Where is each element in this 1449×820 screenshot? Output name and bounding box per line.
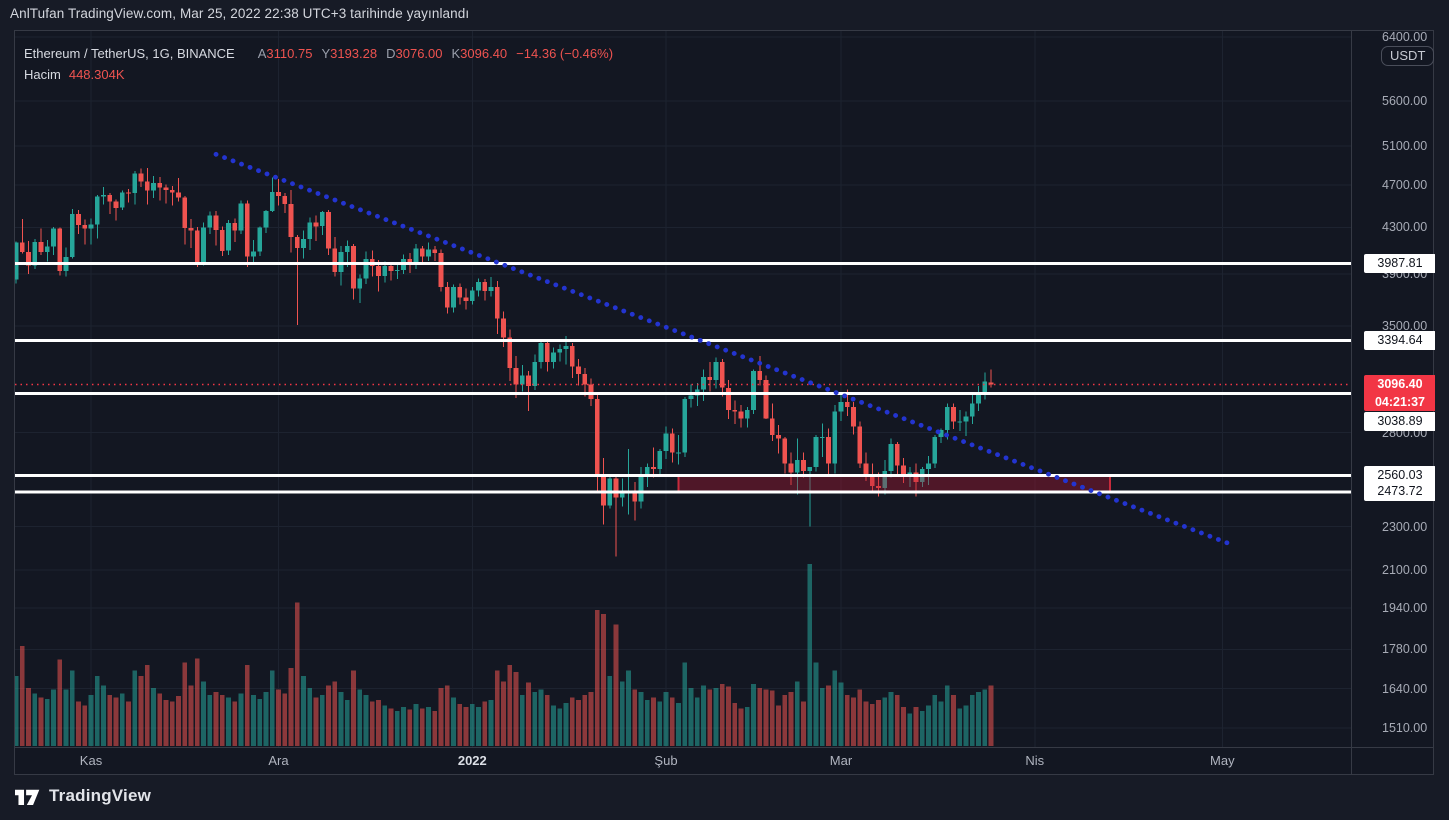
candlestick-chart[interactable] [15, 31, 1351, 747]
currency-badge[interactable]: USDT [1381, 46, 1435, 66]
bar-countdown: 04:21:37 [1374, 394, 1426, 409]
volume-value: 448.304K [68, 67, 125, 82]
publish-banner: AnlTufan TradingView.com, Mar 25, 2022 2… [10, 6, 469, 21]
time-tick-label: Kas [79, 753, 103, 768]
tradingview-brand[interactable]: TradingView [49, 786, 152, 805]
price-tick-label: 3500.00 [1382, 318, 1428, 333]
chart-widget: Ethereum / TetherUS, 1G, BINANCE A3110.75… [14, 30, 1435, 775]
current-price-value: 3096.40 [1377, 376, 1423, 391]
time-tick-label: Şub [654, 753, 678, 768]
price-tick-label: 1640.00 [1382, 681, 1428, 696]
price-line-badge: 2473.72 [1364, 482, 1435, 502]
volume-label: Hacim [24, 67, 61, 82]
time-axis[interactable]: Kas Ara 2022 Şub Mar Nis May [15, 748, 1351, 775]
price-axis-border [1351, 31, 1352, 774]
price-tick-label: 5600.00 [1382, 94, 1428, 108]
time-tick-label: Nis [1025, 753, 1045, 768]
price-line-badge: 3394.64 [1364, 331, 1435, 350]
ohlc-letter: A [257, 46, 267, 61]
time-tick-label: Ara [268, 753, 289, 768]
price-line-badge: 2560.03 [1364, 466, 1435, 485]
price-line-badge: 3038.89 [1364, 412, 1435, 432]
ohlc-values: A3110.75 Y3193.28 D3076.00 K3096.40 [249, 46, 507, 61]
price-tick-label: 4300.00 [1382, 220, 1428, 235]
time-tick-label: 2022 [457, 753, 487, 768]
price-line-badge: 3987.81 [1364, 253, 1435, 273]
ohlc-letter: D [386, 46, 396, 61]
symbol-title[interactable]: Ethereum / TetherUS, 1G, BINANCE [24, 46, 235, 61]
price-tick-label: 2300.00 [1382, 519, 1428, 534]
price-tick-label: 6400.00 [1382, 31, 1428, 45]
time-tick-label: May [1210, 753, 1235, 768]
change-value: −14.36 (−0.46%) [516, 46, 614, 61]
tradingview-logo-icon[interactable] [15, 786, 40, 806]
price-tick-label: 2100.00 [1382, 563, 1428, 578]
price-tick-label: 1510.00 [1382, 721, 1428, 735]
ohlc-number: 3193.28 [330, 46, 378, 61]
publish-banner-text: AnlTufan TradingView.com, Mar 25, 2022 2… [10, 6, 470, 21]
price-tick-label: 5100.00 [1382, 138, 1428, 153]
price-tick-label: 1780.00 [1382, 642, 1428, 657]
ohlc-number: 3110.75 [266, 46, 313, 61]
current-price-badge: 3096.40 04:21:37 [1364, 374, 1435, 411]
ohlc-number: 3096.40 [460, 46, 508, 61]
price-tick-label: 4700.00 [1382, 177, 1428, 192]
ohlc-letter: Y [321, 46, 331, 61]
chart-legend: Ethereum / TetherUS, 1G, BINANCE A3110.75… [24, 44, 613, 84]
ohlc-letter: K [451, 46, 461, 61]
price-axis[interactable]: USDT 6400.00 5600.00 5100.00 4700.00 4300.00… [1352, 31, 1435, 747]
price-tick-label: 1940.00 [1382, 601, 1428, 616]
footer: TradingView [15, 786, 151, 806]
ohlc-number: 3076.00 [395, 46, 443, 61]
time-axis-border [15, 747, 1433, 748]
time-tick-label: Mar [829, 753, 853, 768]
